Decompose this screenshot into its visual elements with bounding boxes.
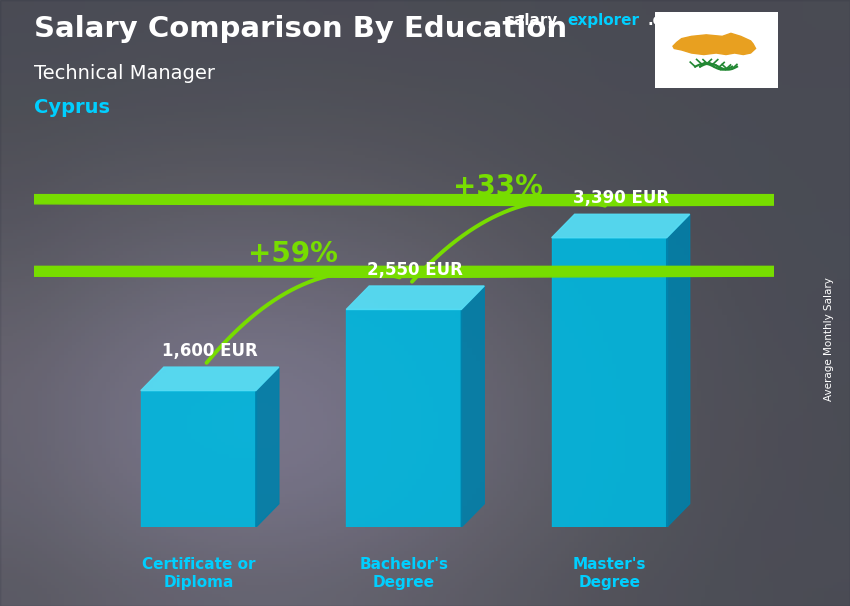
Text: Salary Comparison By Education: Salary Comparison By Education xyxy=(34,15,567,43)
Text: Master's
Degree: Master's Degree xyxy=(572,557,646,590)
Text: Certificate or
Diploma: Certificate or Diploma xyxy=(142,557,255,590)
Polygon shape xyxy=(346,310,462,527)
Polygon shape xyxy=(256,367,279,527)
Text: explorer: explorer xyxy=(568,13,640,28)
Polygon shape xyxy=(673,33,756,55)
Text: 2,550 EUR: 2,550 EUR xyxy=(367,261,463,279)
Polygon shape xyxy=(666,215,689,527)
Polygon shape xyxy=(141,391,256,527)
Text: Technical Manager: Technical Manager xyxy=(34,64,215,82)
Text: Cyprus: Cyprus xyxy=(34,98,110,117)
Polygon shape xyxy=(346,286,484,310)
Polygon shape xyxy=(552,238,666,527)
Text: +33%: +33% xyxy=(453,173,543,201)
Polygon shape xyxy=(0,267,850,278)
Text: +59%: +59% xyxy=(248,240,337,268)
Text: 1,600 EUR: 1,600 EUR xyxy=(162,342,258,361)
Polygon shape xyxy=(0,195,850,205)
Text: Average Monthly Salary: Average Monthly Salary xyxy=(824,278,834,401)
Text: salary: salary xyxy=(506,13,558,28)
Polygon shape xyxy=(552,215,689,238)
Text: 3,390 EUR: 3,390 EUR xyxy=(573,190,669,207)
Polygon shape xyxy=(141,367,279,391)
Text: .com: .com xyxy=(648,13,689,28)
Text: Bachelor's
Degree: Bachelor's Degree xyxy=(360,557,448,590)
Polygon shape xyxy=(462,286,484,527)
